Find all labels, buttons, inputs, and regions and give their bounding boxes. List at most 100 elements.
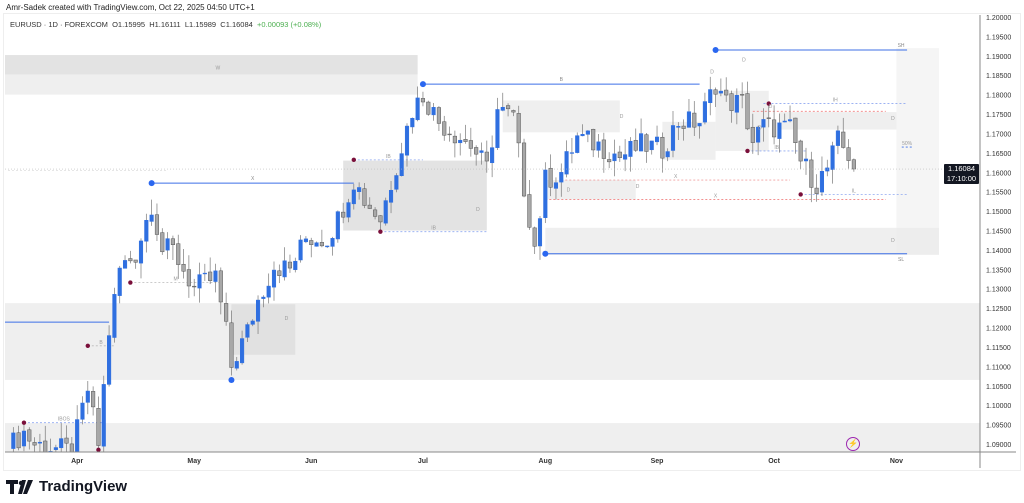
candle-bullish xyxy=(415,97,420,121)
time-tick: Oct xyxy=(768,458,780,465)
swing-dot xyxy=(542,250,549,257)
candle-bullish xyxy=(479,150,484,153)
price-tick: 1.11000 xyxy=(986,364,1011,371)
candle-bullish xyxy=(101,384,106,447)
time-tick: Apr xyxy=(71,458,83,465)
candle-bearish xyxy=(713,89,718,95)
swing-dot xyxy=(228,376,235,383)
candle-bearish xyxy=(521,142,527,197)
candle-bullish xyxy=(559,172,564,183)
price-tick: 1.10000 xyxy=(986,403,1011,410)
candle-bearish xyxy=(367,204,372,209)
candle-bullish xyxy=(59,438,64,449)
price-tick: 1.11500 xyxy=(986,345,1011,352)
time-tick: Nov xyxy=(890,458,903,465)
level-label: M xyxy=(173,277,177,283)
pivot-dot xyxy=(798,192,803,197)
candle-bullish xyxy=(761,119,766,128)
candle-bearish xyxy=(447,133,452,136)
level-label: IH xyxy=(833,98,838,104)
candle-bullish xyxy=(495,109,500,148)
zone-tag: D xyxy=(567,188,571,194)
price-tick: 1.16000 xyxy=(986,170,1011,177)
chart-frame xyxy=(3,13,1021,471)
candle-bullish xyxy=(697,123,702,127)
lightning-icon[interactable]: ⚡ xyxy=(846,437,860,451)
candle-bullish xyxy=(202,272,207,275)
candle-bearish xyxy=(798,140,803,162)
level-label: 50% xyxy=(902,141,913,147)
candle-bearish xyxy=(16,432,21,449)
pivot-dot xyxy=(351,157,356,163)
candle-bullish xyxy=(410,117,415,128)
tradingview-logo: TradingView xyxy=(6,478,127,495)
candle-bearish xyxy=(27,429,32,442)
zone-tag: D xyxy=(285,316,289,322)
candle-bullish xyxy=(112,294,117,338)
candle-bearish xyxy=(224,303,229,322)
price-tick: 1.12500 xyxy=(986,306,1011,313)
symbol-name[interactable]: EURUSD · 1D · FOREXCOM xyxy=(10,20,108,29)
candle-bearish xyxy=(452,135,457,144)
candle-bullish xyxy=(819,171,825,193)
candle-bullish xyxy=(654,136,660,143)
price-tick: 1.18500 xyxy=(986,73,1011,80)
candle-bullish xyxy=(580,133,585,137)
price-tick: 1.09500 xyxy=(986,423,1011,430)
pivot-dot xyxy=(96,447,101,453)
zone-box xyxy=(343,160,487,231)
ohlc-low: L1.15989 xyxy=(184,20,217,29)
price-tick: 1.13000 xyxy=(986,287,1011,294)
zone-tag: D xyxy=(476,207,480,213)
candle-bearish xyxy=(766,117,771,119)
candle-bullish xyxy=(213,270,218,282)
level-label: X xyxy=(714,193,718,199)
candle-bearish xyxy=(341,211,346,218)
pivot-dot xyxy=(745,148,750,154)
zone-box xyxy=(545,227,939,255)
candle-bullish xyxy=(117,267,122,296)
candle-bearish xyxy=(681,125,686,129)
candle-bearish xyxy=(724,89,729,96)
price-tick: 1.10500 xyxy=(986,384,1011,391)
candle-bearish xyxy=(154,214,160,235)
zone-box xyxy=(5,423,980,452)
candle-bullish xyxy=(708,89,713,103)
price-tick: 1.12000 xyxy=(986,326,1011,333)
candle-bullish xyxy=(80,402,85,420)
zone-box xyxy=(896,48,939,254)
tradingview-logo-icon xyxy=(6,479,33,494)
price-tick: 1.14500 xyxy=(986,229,1011,236)
last-price-label: 1.16084 17:10:00 xyxy=(944,164,979,184)
level-label: B xyxy=(99,340,103,346)
swing-dot xyxy=(712,46,719,53)
brand-name: TradingView xyxy=(39,478,128,495)
level-label: SH xyxy=(898,43,905,49)
zone-tag: D xyxy=(710,69,714,75)
candle-bullish xyxy=(325,245,330,248)
price-tick: 1.15000 xyxy=(986,209,1011,216)
candle-bullish xyxy=(21,430,27,447)
candle-bullish xyxy=(676,126,681,128)
price-tick: 1.20000 xyxy=(986,15,1011,22)
swing-dot xyxy=(148,180,155,187)
candle-bearish xyxy=(170,238,175,245)
candle-bullish xyxy=(122,260,128,269)
candle-bearish xyxy=(229,322,234,368)
candle-bearish xyxy=(319,242,324,247)
zone-tag: D xyxy=(769,104,773,110)
candle-bearish xyxy=(43,440,48,452)
pivot-dot xyxy=(21,420,27,425)
time-tick: Sep xyxy=(651,458,664,465)
pivot-dot xyxy=(766,101,771,106)
last-price-value: 1.16084 xyxy=(947,164,976,173)
candle-bearish xyxy=(468,140,473,149)
zone-box xyxy=(502,100,620,133)
price-tick: 1.13500 xyxy=(986,267,1011,274)
candle-bearish xyxy=(426,101,431,115)
price-tick: 1.15500 xyxy=(986,190,1011,197)
candle-bearish xyxy=(745,93,750,130)
candle-bearish xyxy=(91,391,96,408)
candle-bearish xyxy=(516,113,521,144)
